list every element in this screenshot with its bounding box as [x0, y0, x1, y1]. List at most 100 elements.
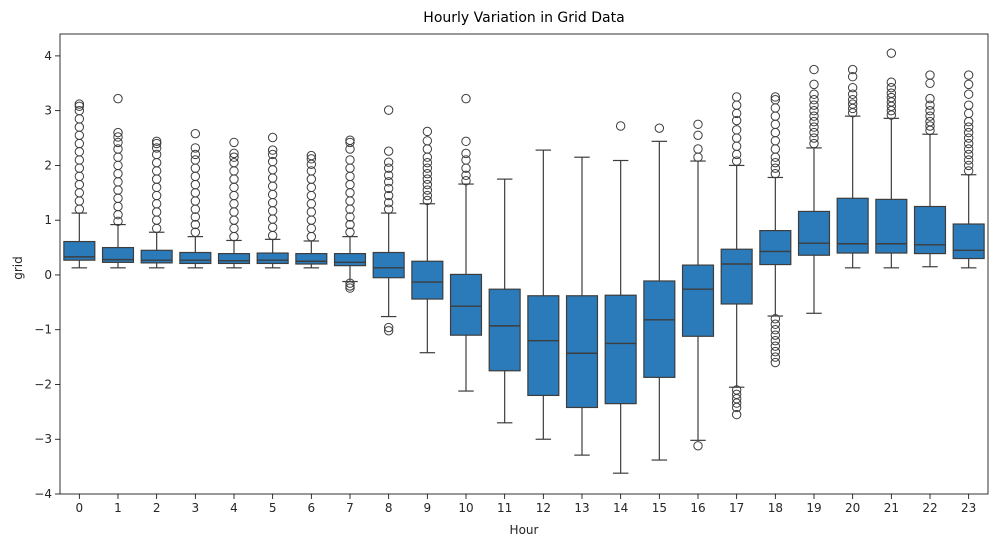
outlier-point [963, 108, 974, 119]
iqr-box [681, 264, 715, 337]
outlier-point [770, 144, 781, 154]
outlier-point [267, 181, 278, 191]
outlier-point [345, 179, 355, 190]
outlier-point [229, 148, 239, 159]
x-tick-label: 16 [690, 501, 705, 515]
x-tick-label: 23 [961, 501, 976, 515]
outlier-point [267, 206, 278, 216]
outlier-point [306, 166, 317, 176]
y-tick-label: −2 [34, 377, 52, 391]
outlier-point [74, 122, 85, 132]
outlier-point [190, 196, 201, 206]
outlier-point [345, 135, 355, 145]
iqr-box [140, 249, 173, 264]
y-tick-label: 0 [44, 268, 52, 282]
outlier-point [74, 155, 85, 165]
outlier-point [383, 183, 394, 194]
plot-frame [59, 33, 989, 495]
outlier-point [770, 111, 781, 121]
outlier-point [731, 115, 742, 126]
box-hour-15 [643, 123, 676, 461]
outlier-point [770, 319, 781, 329]
outlier-point [151, 199, 162, 209]
outlier-point [925, 70, 935, 80]
iqr-box [179, 251, 212, 265]
outlier-point [770, 163, 781, 173]
outlier-point [190, 155, 201, 165]
outlier-point [422, 174, 433, 184]
box-hour-18 [759, 92, 792, 368]
iqr-box [836, 197, 869, 254]
outlier-point [731, 125, 742, 135]
outlier-point [422, 152, 433, 162]
x-tick-label: 15 [652, 501, 667, 515]
outlier-point [113, 160, 123, 171]
box-hour-19 [797, 64, 831, 314]
y-tick-label: 4 [44, 49, 52, 63]
box-hour-20 [836, 64, 869, 269]
box-hour-4 [217, 137, 251, 269]
outlier-point [731, 92, 742, 102]
x-tick-label: 8 [385, 501, 393, 515]
x-tick-label: 12 [536, 501, 551, 515]
iqr-box [449, 273, 483, 336]
outlier-point [267, 156, 278, 167]
iqr-box [913, 205, 947, 255]
outlier-point [306, 190, 317, 201]
x-tick-label: 0 [76, 501, 84, 515]
outlier-point [306, 174, 317, 184]
outlier-point [770, 314, 781, 324]
x-tick-label: 7 [346, 501, 354, 515]
outlier-point [770, 136, 781, 146]
x-axis-label: Hour [510, 523, 539, 537]
iqr-box [643, 280, 676, 378]
outlier-point [461, 136, 471, 147]
outlier-point [770, 330, 781, 340]
outlier-point [151, 149, 162, 160]
outlier-point [963, 70, 974, 80]
x-tick-label: 5 [269, 501, 277, 515]
outlier-point [345, 227, 355, 237]
outlier-point [963, 155, 974, 165]
outlier-point [113, 144, 123, 154]
outlier-point [74, 114, 85, 124]
outlier-point [190, 179, 201, 190]
outlier-point [113, 210, 123, 220]
outlier-point [229, 182, 239, 193]
outlier-point [809, 111, 819, 121]
outlier-point [847, 72, 858, 82]
outlier-point [74, 163, 85, 173]
outlier-point [770, 103, 781, 113]
x-tick-label: 17 [729, 501, 744, 515]
box-hour-14 [604, 121, 637, 474]
y-tick-label: −1 [34, 323, 52, 337]
outlier-point [151, 166, 162, 176]
outlier-point [770, 157, 781, 168]
outlier-point [809, 64, 819, 75]
outlier-point [963, 127, 974, 138]
outlier-point [383, 190, 394, 201]
outlier-point [731, 409, 742, 420]
outlier-point [731, 156, 742, 166]
outlier-point [847, 82, 858, 93]
x-tick-label: 10 [458, 501, 473, 515]
outlier-point [190, 188, 201, 198]
outlier-point [654, 123, 665, 133]
x-tick-label: 4 [230, 501, 238, 515]
outlier-point [809, 133, 819, 143]
outlier-point [74, 105, 85, 116]
iqr-box [759, 229, 792, 266]
y-axis: −4 −3 −2 −1 0 1 2 3 4 [34, 49, 60, 501]
outlier-point [770, 352, 781, 362]
outlier-point [809, 122, 819, 132]
outlier-point [345, 171, 355, 182]
outlier-point [925, 100, 935, 110]
outlier-point [886, 82, 897, 93]
outlier-point [74, 130, 85, 141]
outlier-point [963, 144, 974, 154]
outlier-point [422, 157, 433, 168]
outlier-point [770, 168, 781, 179]
outlier-point [345, 281, 355, 291]
outlier-point [809, 89, 819, 99]
outlier-point [809, 100, 819, 110]
